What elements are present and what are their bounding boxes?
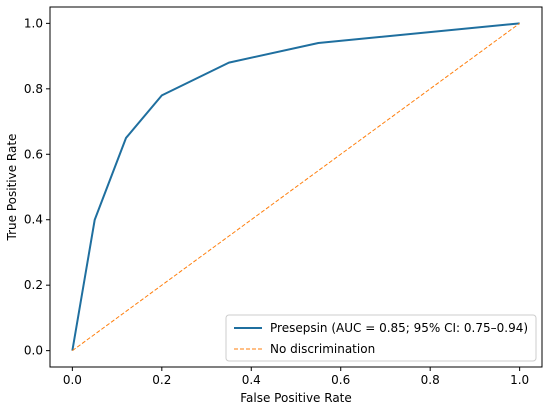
y-axis-label: True Positive Rate bbox=[5, 134, 19, 242]
y-tick-label: 0.0 bbox=[24, 344, 43, 358]
y-axis-ticks: 0.0 0.2 0.4 0.6 0.8 1.0 bbox=[24, 16, 50, 358]
legend: Presepsin (AUC = 0.85; 95% CI: 0.75–0.94… bbox=[225, 314, 537, 362]
legend-label-presepsin: Presepsin (AUC = 0.85; 95% CI: 0.75–0.94… bbox=[270, 321, 528, 335]
x-tick-label: 0.0 bbox=[63, 373, 82, 387]
plot-frame bbox=[49, 6, 543, 368]
x-axis-ticks: 0.0 0.2 0.4 0.6 0.8 1.0 bbox=[63, 367, 529, 387]
x-tick-label: 0.2 bbox=[152, 373, 171, 387]
legend-box bbox=[225, 314, 537, 362]
y-tick-label: 1.0 bbox=[24, 16, 43, 30]
x-axis-label: False Positive Rate bbox=[240, 391, 352, 405]
x-tick-label: 0.6 bbox=[331, 373, 350, 387]
y-tick-label: 0.4 bbox=[24, 213, 43, 227]
y-tick-label: 0.8 bbox=[24, 82, 43, 96]
y-tick-label: 0.2 bbox=[24, 278, 43, 292]
plot-area bbox=[49, 6, 543, 368]
series-line-no-discrimination bbox=[72, 22, 520, 352]
x-tick-label: 0.8 bbox=[421, 373, 440, 387]
series-layer bbox=[71, 22, 520, 352]
series-line-presepsin bbox=[71, 22, 520, 351]
y-tick-label: 0.6 bbox=[24, 147, 43, 161]
x-tick-label: 1.0 bbox=[510, 373, 529, 387]
x-tick-label: 0.4 bbox=[242, 373, 261, 387]
legend-label-no-discrimination: No discrimination bbox=[270, 342, 375, 356]
